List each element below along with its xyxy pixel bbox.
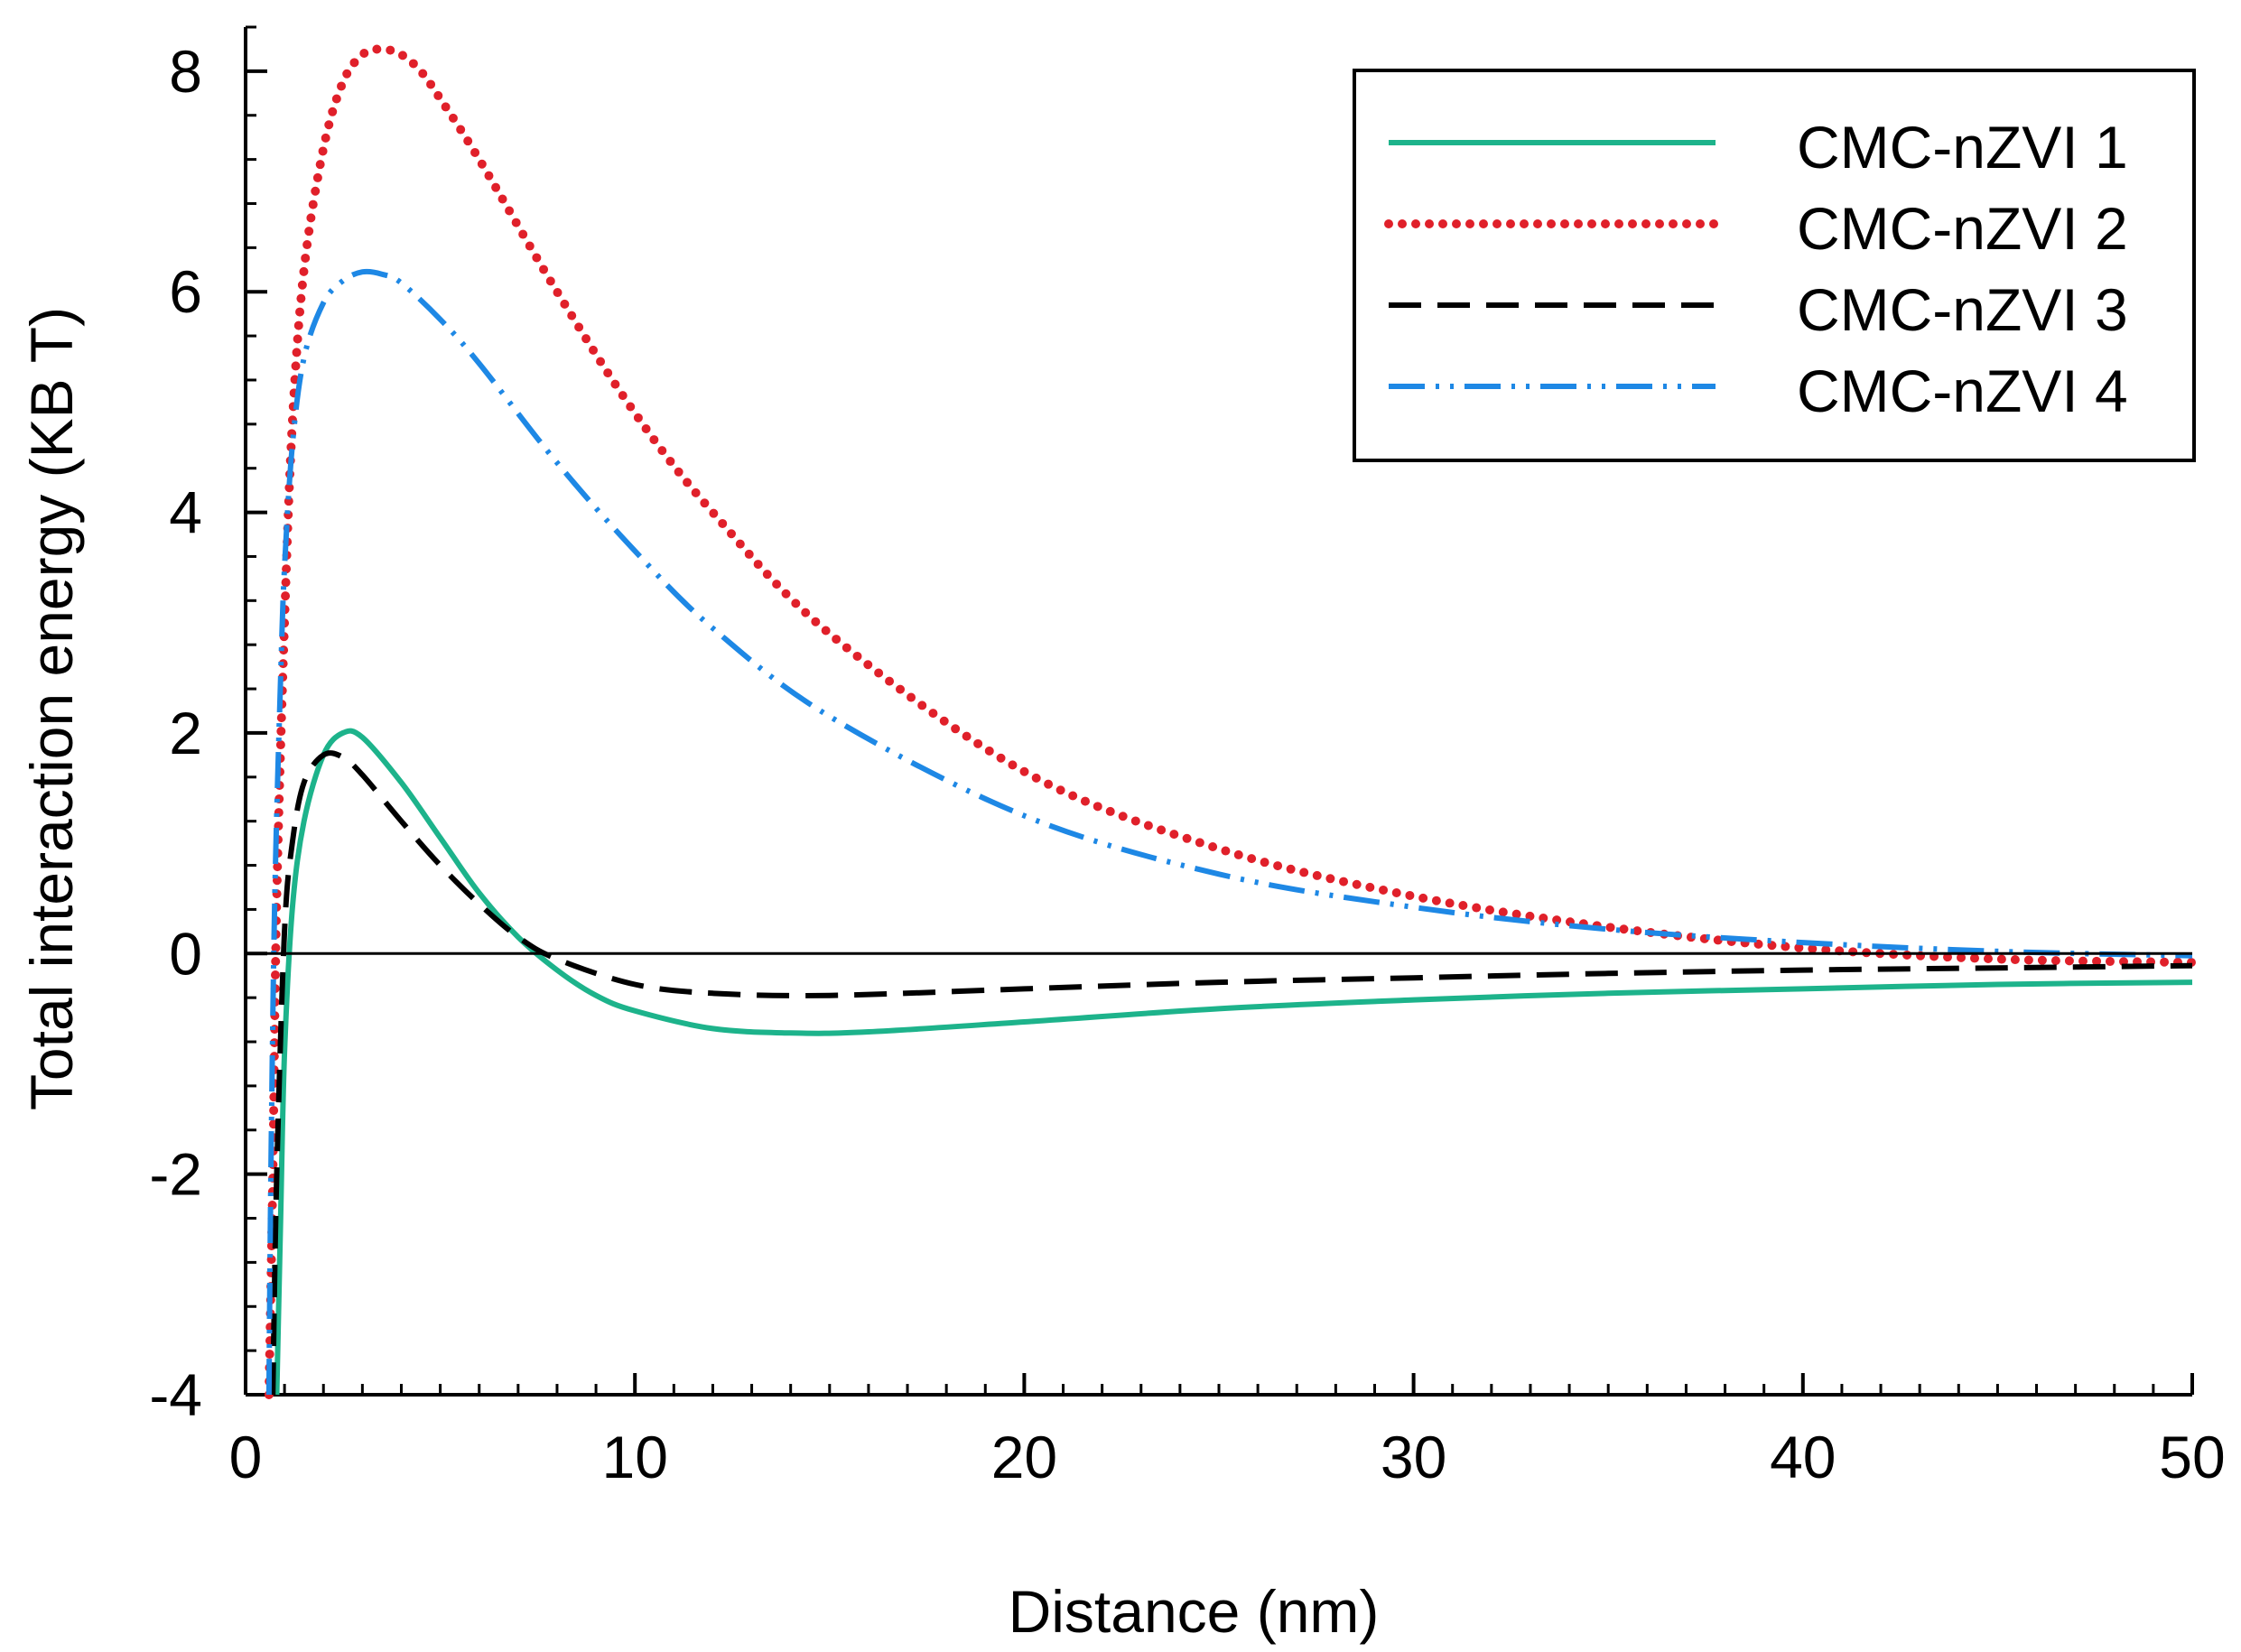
series-line-cmc-nzvi-4 — [265, 268, 2193, 1396]
legend: CMC-nZVI 1 CMC-nZVI 2 CMC-nZVI 3 CMC-nZV… — [1353, 69, 2196, 462]
x-tick-label: 10 — [601, 1424, 667, 1490]
series-line-cmc-nzvi-3 — [270, 750, 2193, 1396]
legend-label-cmc-nzvi-4: CMC-nZVI 4 — [1797, 357, 2128, 424]
axes: 0 10 20 30 40 50 -4 -2 0 2 4 6 8 — [149, 25, 2226, 1490]
x-tick-label: 20 — [991, 1424, 1057, 1490]
y-tick-label: -2 — [149, 1141, 202, 1208]
legend-label-cmc-nzvi-3: CMC-nZVI 3 — [1797, 276, 2128, 343]
series-line-cmc-nzvi-1 — [274, 728, 2193, 1396]
legend-label-cmc-nzvi-2: CMC-nZVI 2 — [1797, 195, 2128, 262]
legend-box — [1353, 69, 2196, 462]
x-tick-label: 30 — [1381, 1424, 1446, 1490]
x-axis-title: Distance (nm) — [1009, 1578, 1380, 1645]
x-tick-label: 40 — [1770, 1424, 1836, 1490]
y-tick-label: 0 — [169, 920, 202, 987]
y-tick-label: -4 — [149, 1361, 202, 1428]
y-tick-label: 8 — [169, 38, 202, 105]
y-tick-label: 6 — [169, 258, 202, 325]
y-tick-label: 4 — [169, 479, 202, 546]
plot-series — [264, 44, 2197, 1399]
y-axis-title: Total interaction energy (KB T) — [18, 307, 85, 1110]
y-tick-label: 2 — [169, 700, 202, 766]
x-tick-label: 50 — [2159, 1424, 2225, 1490]
legend-label-cmc-nzvi-1: CMC-nZVI 1 — [1797, 114, 2128, 181]
x-tick-label: 0 — [229, 1424, 263, 1490]
